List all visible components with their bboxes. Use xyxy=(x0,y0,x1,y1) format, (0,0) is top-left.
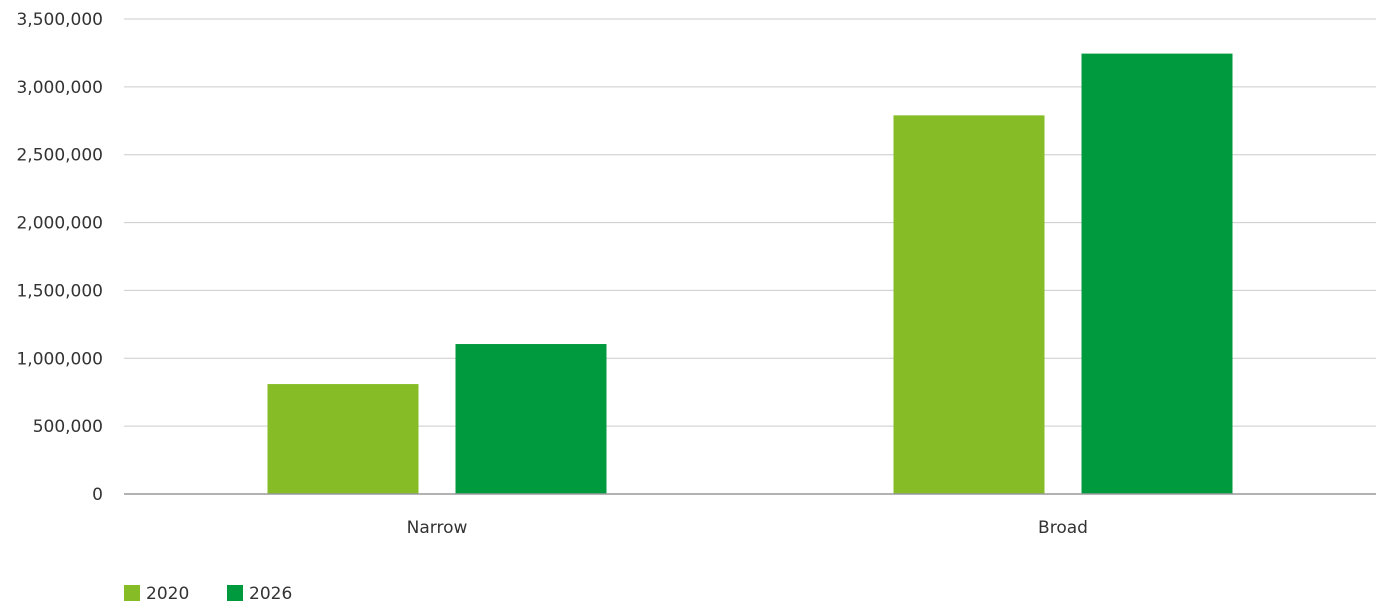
legend-label: 2020 xyxy=(146,584,189,603)
y-tick-label: 3,000,000 xyxy=(16,78,103,98)
bar-broad-2020 xyxy=(893,115,1045,494)
y-tick-label: 0 xyxy=(92,485,103,505)
legend-swatch xyxy=(124,585,140,601)
y-tick-label: 2,000,000 xyxy=(16,214,103,234)
legend: 2020 2026 xyxy=(124,584,292,604)
bars xyxy=(267,53,1233,494)
bar-broad-2026 xyxy=(1081,53,1233,494)
x-category-label: Narrow xyxy=(407,518,468,538)
x-category-label: Broad xyxy=(1038,518,1088,538)
y-tick-label: 1,500,000 xyxy=(16,281,103,301)
legend-swatch xyxy=(227,585,243,601)
x-axis-categories: Narrow Broad xyxy=(407,518,1088,538)
y-tick-label: 1,000,000 xyxy=(16,349,103,369)
y-tick-label: 3,500,000 xyxy=(16,10,103,30)
y-tick-label: 500,000 xyxy=(33,417,103,437)
bar-narrow-2020 xyxy=(267,384,419,494)
y-tick-label: 2,500,000 xyxy=(16,146,103,166)
y-axis-ticks: 0 500,000 1,000,000 1,500,000 2,000,000 2,500… xyxy=(16,10,103,505)
legend-label: 2026 xyxy=(249,584,292,603)
bar-narrow-2026 xyxy=(455,344,607,494)
gridlines xyxy=(124,18,1376,427)
